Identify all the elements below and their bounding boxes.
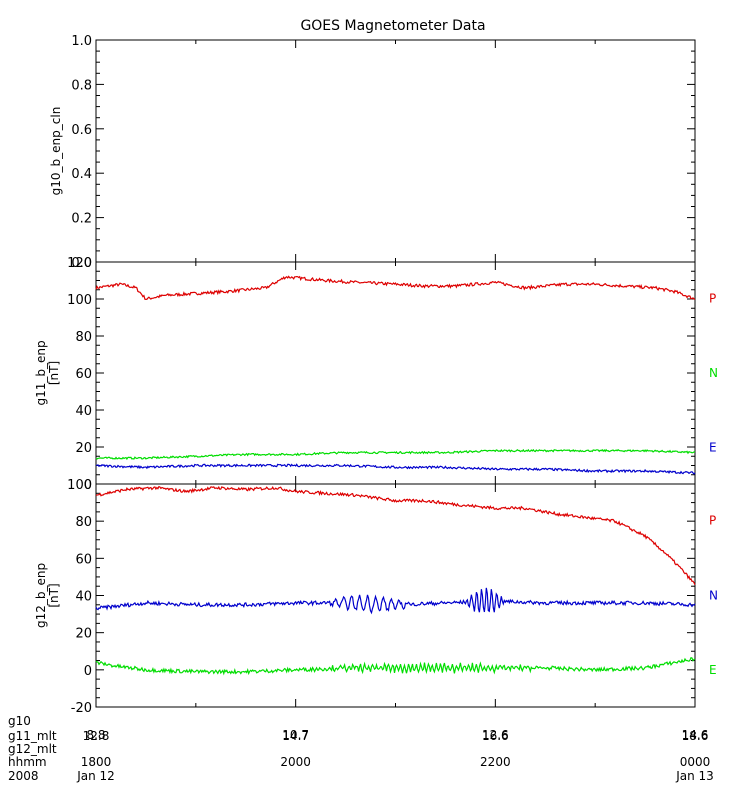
time-tick-g11_mlt: 18.6 <box>682 729 709 743</box>
y-axis-label: g11_b_enp <box>34 340 48 405</box>
y-tick-label: 60 <box>75 552 92 567</box>
y-tick-label: 80 <box>75 330 92 345</box>
time-tick-g10: 14.6 <box>682 728 709 742</box>
y-tick-label: 20 <box>75 627 92 642</box>
time-tick-g11_mlt: 12.8 <box>83 729 110 743</box>
series-line-e <box>96 463 696 475</box>
time-tick-hhmm: 0000 <box>680 755 711 769</box>
time-tick-date: Jan 13 <box>675 769 714 783</box>
time-tick-hhmm: 2000 <box>280 755 311 769</box>
y-tick-label: 40 <box>75 590 92 605</box>
y-tick-label: 0.4 <box>71 167 92 182</box>
series-label-e: E <box>709 663 717 677</box>
time-tick-g10: 8.8 <box>86 728 105 742</box>
y-axis-unit: [nT] <box>47 583 61 607</box>
series-label-e: E <box>709 440 717 454</box>
time-tick-hhmm: 2200 <box>480 755 511 769</box>
panel-frame <box>95 39 696 263</box>
series-line-p <box>95 485 696 586</box>
series-line-n <box>95 587 696 615</box>
y-tick-label: 0 <box>84 478 92 493</box>
y-tick-label: 0.6 <box>71 123 92 138</box>
y-axis-unit: [nT] <box>47 361 61 385</box>
series-label-p: P <box>709 514 716 528</box>
series-line-e <box>95 656 696 676</box>
y-axis-label: g10_b_enp_cln <box>49 107 63 196</box>
y-tick-label: 0 <box>84 664 92 679</box>
y-tick-label: -20 <box>71 701 92 716</box>
time-tick-g11_mlt: 16.6 <box>482 729 509 743</box>
series-label-n: N <box>709 366 718 380</box>
series-label-n: N <box>709 588 718 602</box>
y-tick-label: 0.8 <box>71 78 92 93</box>
time-row-label: g12_mlt <box>8 742 57 756</box>
time-tick-g10: 10.7 <box>282 728 309 742</box>
y-tick-label: 40 <box>75 404 92 419</box>
y-tick-label: 60 <box>75 367 92 382</box>
time-row-label: hhmm <box>8 755 47 769</box>
time-row-label: g10 <box>8 714 31 728</box>
series-line-n <box>95 448 696 461</box>
time-tick-hhmm: 1800 <box>81 755 112 769</box>
time-row-label: 2008 <box>8 769 39 783</box>
time-tick-g11_mlt: 14.7 <box>282 729 309 743</box>
series-label-p: P <box>709 292 716 306</box>
y-axis-label: g12_b_enp <box>34 563 48 628</box>
y-tick-label: 20 <box>75 441 92 456</box>
panel-1: 0.0 0.2 0.4 0.6 0.8 1.0 g10_b_enp_cln <box>49 34 696 271</box>
time-tick-g10: 12.6 <box>482 728 509 742</box>
y-tick-label: 0.2 <box>71 212 92 227</box>
chart-title: GOES Magnetometer Data <box>300 18 485 34</box>
y-tick-label: 100 <box>67 478 92 493</box>
panel-2: 0 20 40 60 80 100 120 g11_b_enp [nT] P N E <box>34 256 718 493</box>
chart-panels: 0.0 0.2 0.4 0.6 0.8 1.0 g10_b_enp_cln 0 20 40 60 80… <box>34 34 718 716</box>
y-tick-label: 80 <box>75 515 92 530</box>
y-tick-label: 100 <box>67 293 92 308</box>
series-line-p <box>95 275 696 301</box>
panel-frame <box>95 483 696 708</box>
time-tick-date: Jan 12 <box>76 769 115 783</box>
y-tick-label: 0.0 <box>71 256 92 271</box>
y-tick-label: 120 <box>67 256 92 271</box>
y-tick-label: 1.0 <box>71 34 92 49</box>
time-axis-labels: g10g11_mltg12_mlthhmm20088.812.81800Jan … <box>8 714 714 783</box>
panel-3: -20 0 20 40 60 80 100 g12_b_enp [nT] P N E <box>34 478 718 716</box>
time-row-label: g11_mlt <box>8 729 57 743</box>
